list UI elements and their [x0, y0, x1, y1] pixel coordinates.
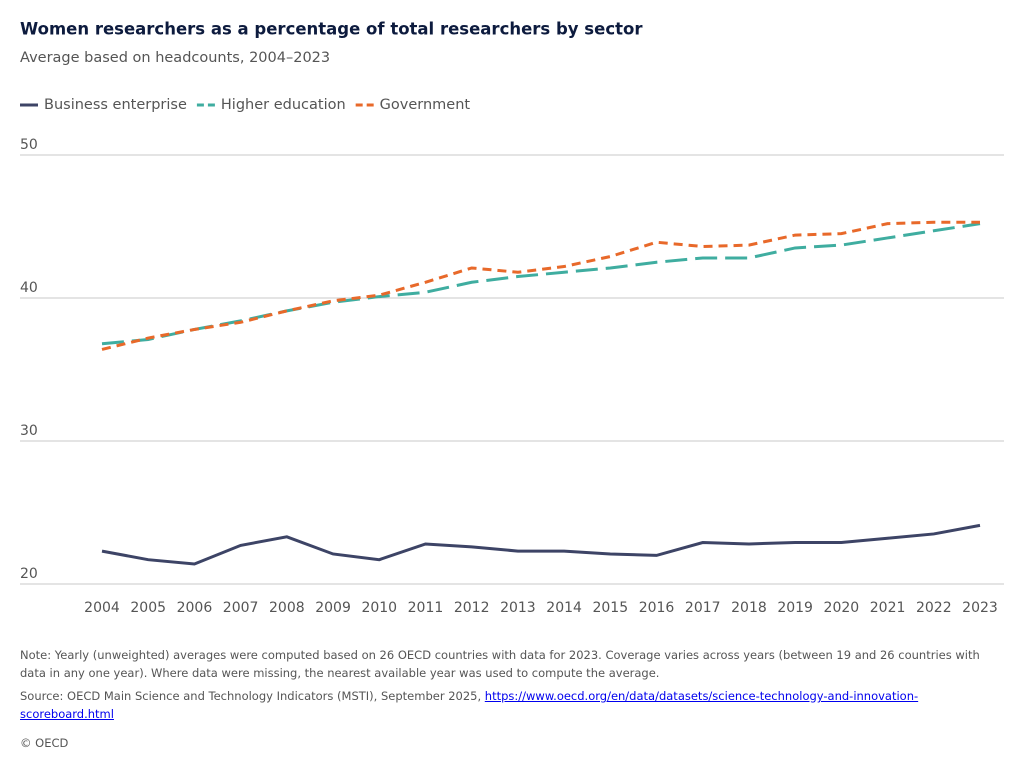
legend-label: Government — [380, 97, 471, 113]
x-tick-label: 2011 — [408, 600, 444, 616]
line — [101, 523, 981, 566]
y-tick-label: 50 — [20, 137, 38, 153]
copyright: © OECD — [20, 736, 69, 750]
x-tick-label: 2005 — [130, 600, 166, 616]
chart-title: Women researchers as a percentage of tot… — [20, 20, 643, 39]
x-tick-label: 2006 — [177, 600, 213, 616]
x-tick-label: 2008 — [269, 600, 305, 616]
x-tick-label: 2007 — [223, 600, 259, 616]
note: Note: Yearly (unweighted) averages were … — [20, 648, 980, 680]
x-tick-label: 2009 — [315, 600, 351, 616]
x-tick-label: 2004 — [84, 600, 120, 616]
x-tick-label: 2022 — [916, 600, 952, 616]
x-tick-label: 2020 — [824, 600, 860, 616]
source: Source: OECD Main Science and Technology… — [20, 687, 1000, 723]
x-tick-label: 2016 — [639, 600, 675, 616]
x-tick-label: 2013 — [500, 600, 536, 616]
source-link[interactable]: https://www.oecd.org/en/data/datasets/sc… — [20, 689, 919, 721]
source-text: Source: OECD Main Science and Technology… — [20, 689, 482, 703]
x-tick-label: 2019 — [777, 600, 813, 616]
legend-label: Higher education — [221, 97, 346, 113]
x-tick-label: 2015 — [592, 600, 628, 616]
x-tick-label: 2018 — [731, 600, 767, 616]
x-tick-label: 2014 — [546, 600, 582, 616]
x-tick-label: 2012 — [454, 600, 490, 616]
x-tick-label: 2017 — [685, 600, 721, 616]
line — [101, 220, 980, 351]
x-tick-label: 2023 — [962, 600, 998, 616]
y-tick-label: 40 — [20, 280, 38, 296]
y-tick-label: 20 — [20, 566, 38, 582]
x-tick-label: 2010 — [361, 600, 397, 616]
x-tick-label: 2021 — [870, 600, 906, 616]
line — [101, 222, 981, 346]
chart-subtitle: Average based on headcounts, 2004–2023 — [20, 50, 330, 66]
y-tick-label: 30 — [20, 423, 38, 439]
legend-label: Business enterprise — [44, 97, 187, 113]
chart: Women researchers as a percentage of tot… — [20, 20, 1004, 616]
